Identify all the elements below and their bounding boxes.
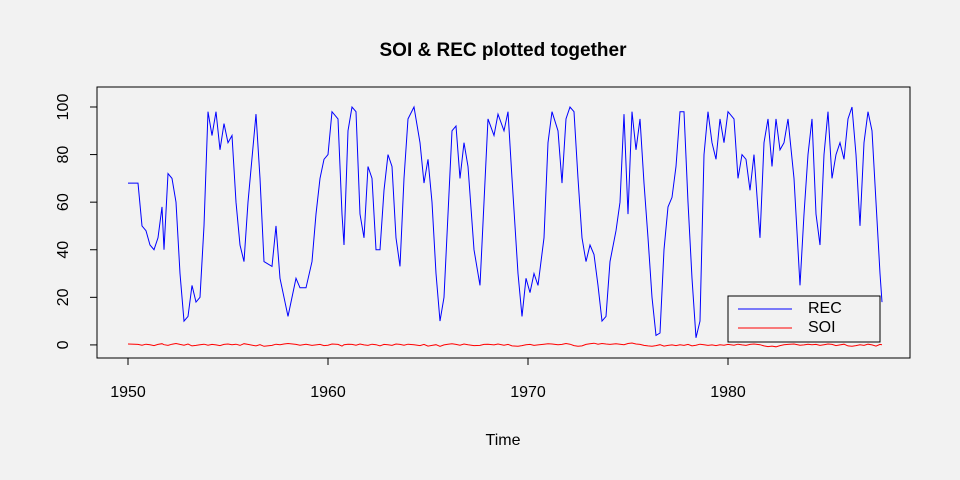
y-tick-label: 60 [55, 193, 72, 211]
legend-box [727, 295, 881, 343]
legend: REC SOI [727, 295, 881, 343]
x-tick-label: 1950 [110, 384, 146, 401]
legend-label: REC [808, 300, 842, 317]
series-line [127, 342, 883, 348]
y-tick-label: 80 [55, 146, 72, 164]
x-tick-label: 1960 [310, 384, 346, 401]
series-line [128, 105, 883, 338]
y-tick-label: 40 [55, 241, 72, 259]
legend-label: SOI [808, 319, 836, 336]
y-tick-label: 20 [55, 288, 72, 306]
x-tick-label: 1980 [710, 384, 746, 401]
x-axis-label: Time [486, 432, 521, 449]
y-tick-label: 0 [55, 340, 72, 349]
x-tick-label: 1970 [510, 384, 546, 401]
chart-title: SOI & REC plotted together [380, 40, 628, 61]
y-tick-label: 100 [55, 94, 72, 121]
